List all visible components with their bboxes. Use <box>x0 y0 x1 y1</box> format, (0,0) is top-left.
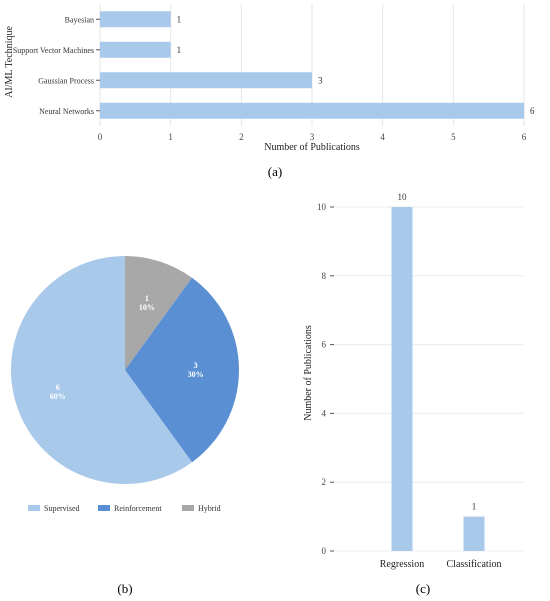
panel-a-category-label: Bayesian <box>65 15 94 24</box>
panel-a-gridlines <box>99 4 525 126</box>
panel-b-pie-chart: 110% 330% 660% Supervised Reinforcement Hybr… <box>11 256 240 596</box>
panel-a-xtick-label: 1 <box>168 132 173 142</box>
panel-b-slice-count: 3 <box>194 361 198 370</box>
panel-c-ytick-label: 0 <box>322 546 327 556</box>
panel-a-bar-chart: 1 1 3 6 0 1 2 3 4 5 6 Bayesian Support Vector Machi… <box>4 4 535 179</box>
panel-b-legend-label: Hybrid <box>198 504 221 513</box>
panel-b-slice-supervised <box>11 256 193 484</box>
panel-a-value-label: 6 <box>530 106 535 116</box>
panel-c-bar <box>391 207 413 551</box>
panel-a-bar <box>100 41 171 58</box>
panel-c-category-label: Regression <box>380 559 424 570</box>
panel-c-label: (c) <box>416 581 430 596</box>
panel-a-value-label: 3 <box>318 75 323 85</box>
panel-b-legend-swatch <box>98 505 110 511</box>
panel-b-legend-label: Supervised <box>44 504 80 513</box>
panel-b-label: (b) <box>117 581 132 596</box>
panel-c-bar <box>463 516 485 551</box>
panel-c-ytick-label: 4 <box>322 408 327 418</box>
panel-a-bar <box>100 11 171 28</box>
panel-b-legend: Supervised Reinforcement Hybrid <box>28 504 221 513</box>
panel-a-bar <box>100 102 524 119</box>
panel-a-ylabel: AI/ML Technique <box>4 26 15 98</box>
panel-b-slice-percent: 10% <box>139 303 155 312</box>
panel-a-xtick-label: 4 <box>380 132 385 142</box>
panel-a-xtick-label: 2 <box>239 132 244 142</box>
panel-a-bar <box>100 72 312 89</box>
panel-a-xtick-label: 0 <box>98 132 103 142</box>
panel-c-value-label: 10 <box>398 192 408 202</box>
panel-b-legend-label: Reinforcement <box>114 504 162 513</box>
panel-c-ytick-label: 2 <box>322 477 327 487</box>
panel-a-ticks: 0 1 2 3 4 5 6 Bayesian Support Vector Machines Ga… <box>13 15 527 142</box>
panel-c-ticks: 0 2 4 6 8 10 Regression Classification <box>317 202 502 570</box>
panel-c-ytick-label: 10 <box>317 202 327 212</box>
panel-a-bars: 1 1 3 6 <box>100 11 535 119</box>
panel-b-legend-swatch <box>28 505 40 511</box>
panel-a-xtick-label: 5 <box>451 132 456 142</box>
panel-a-category-label: Gaussian Process <box>38 76 94 85</box>
panel-c-bars: 10 1 <box>391 192 485 551</box>
panel-a-label: (a) <box>268 164 282 179</box>
panel-a-xlabel: Number of Publications <box>264 142 360 153</box>
panel-b-slice-labels: 110% 330% 660% <box>50 294 204 401</box>
panel-c-ylabel: Number of Publications <box>303 325 314 421</box>
panel-b-slice-reinforcement <box>125 277 240 463</box>
panel-b-slices <box>11 256 240 484</box>
panel-a-xtick-label: 3 <box>310 132 315 142</box>
panel-c-ytick-label: 6 <box>322 340 327 350</box>
panel-b-legend-swatch <box>182 505 194 511</box>
panel-b-slice-count: 1 <box>145 294 149 303</box>
panel-a-xtick-label: 6 <box>522 132 527 142</box>
panel-c-gridlines <box>334 206 524 552</box>
panel-b-slice-percent: 30% <box>188 370 204 379</box>
panel-a-category-label: Support Vector Machines <box>13 46 94 55</box>
panel-a-category-label: Neural Networks <box>39 107 94 116</box>
panel-b-slice-hybrid <box>125 256 193 370</box>
panel-b-slice-count: 6 <box>56 383 60 392</box>
panel-b-slice-percent: 60% <box>50 392 66 401</box>
panel-c-bar-chart: 10 1 0 2 4 6 8 10 Regression Classification Numb… <box>303 192 524 596</box>
panel-a-value-label: 1 <box>177 45 182 55</box>
panel-c-category-label: Classification <box>447 559 502 570</box>
panel-a-value-label: 1 <box>177 14 182 24</box>
panel-c-ytick-label: 8 <box>322 271 327 281</box>
panel-c-value-label: 1 <box>472 502 477 512</box>
